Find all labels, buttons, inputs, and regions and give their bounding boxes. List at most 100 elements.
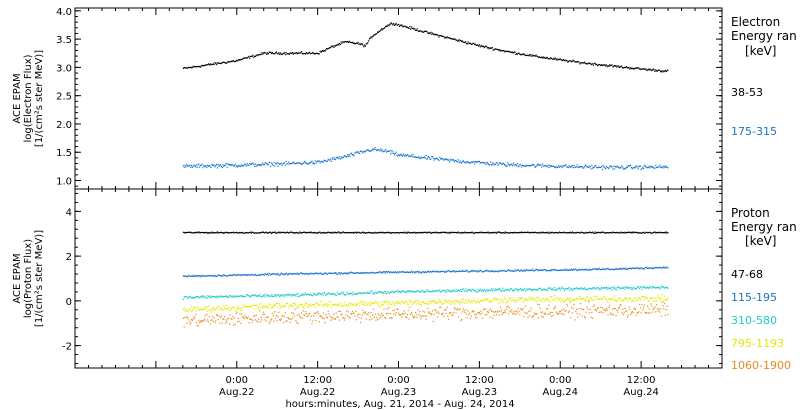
data-point — [598, 289, 600, 291]
data-point — [479, 231, 481, 233]
data-point — [498, 302, 500, 304]
data-point — [597, 166, 599, 168]
data-point — [353, 312, 355, 314]
data-point — [453, 307, 455, 309]
data-point — [258, 163, 260, 166]
data-point — [215, 232, 217, 234]
data-point — [219, 275, 221, 277]
data-point — [619, 65, 621, 68]
data-point — [389, 24, 391, 26]
data-point — [350, 271, 352, 273]
data-point — [530, 164, 532, 167]
data-point — [613, 300, 615, 302]
data-point — [528, 296, 531, 298]
data-point — [551, 311, 553, 314]
data-point — [198, 309, 200, 311]
data-point — [414, 156, 416, 158]
data-point — [371, 271, 373, 273]
data-point — [443, 270, 445, 272]
data-point — [220, 308, 222, 310]
data-point — [593, 268, 595, 270]
data-point — [210, 166, 212, 169]
data-point — [486, 232, 488, 234]
data-point — [215, 307, 218, 309]
data-point — [507, 232, 509, 234]
data-point — [190, 296, 192, 298]
data-point — [358, 272, 360, 274]
data-point — [293, 232, 295, 234]
data-point — [373, 293, 375, 295]
data-point — [596, 268, 599, 270]
data-point — [542, 269, 544, 271]
data-point — [420, 156, 422, 158]
data-point — [658, 69, 660, 71]
data-point — [288, 53, 290, 55]
data-point — [611, 289, 613, 291]
data-point — [457, 231, 460, 233]
data-point — [382, 270, 384, 273]
data-point — [211, 164, 214, 166]
data-point — [524, 290, 527, 292]
data-point — [202, 167, 204, 169]
data-point — [435, 33, 437, 36]
data-point — [599, 298, 601, 300]
data-point — [227, 61, 229, 63]
data-point — [414, 232, 417, 234]
data-point — [566, 303, 568, 305]
data-point — [228, 323, 231, 325]
data-point — [390, 303, 392, 305]
data-point — [191, 275, 193, 277]
data-point — [293, 302, 295, 304]
data-point — [588, 288, 590, 290]
data-point — [552, 299, 554, 301]
data-point — [210, 319, 212, 321]
data-point — [321, 317, 324, 320]
data-point — [349, 292, 351, 294]
data-point — [651, 232, 653, 234]
data-point — [502, 287, 504, 289]
data-point — [600, 269, 602, 271]
data-point — [576, 61, 578, 63]
data-point — [447, 315, 449, 317]
data-point — [462, 288, 464, 290]
data-point — [601, 307, 603, 309]
data-point — [454, 271, 456, 273]
data-point — [183, 231, 185, 233]
data-point — [431, 291, 433, 293]
data-point — [483, 298, 485, 301]
data-point — [354, 272, 356, 274]
data-point — [331, 293, 333, 295]
data-point — [545, 270, 548, 272]
data-point — [324, 322, 326, 324]
data-point — [456, 161, 458, 163]
data-point — [459, 40, 461, 42]
data-point — [307, 315, 309, 317]
data-point — [422, 231, 424, 234]
data-point — [325, 232, 327, 234]
data-point — [316, 52, 318, 55]
data-point — [525, 165, 527, 167]
data-point — [393, 313, 395, 315]
data-point — [431, 33, 433, 35]
data-point — [623, 232, 625, 234]
data-point — [656, 232, 658, 234]
data-point — [405, 232, 407, 234]
data-point — [654, 300, 656, 302]
data-point — [634, 67, 637, 69]
data-point — [437, 301, 439, 303]
data-point — [564, 288, 566, 290]
data-point — [435, 232, 437, 234]
data-point — [495, 232, 498, 234]
data-point — [414, 316, 416, 318]
data-point — [186, 276, 188, 278]
data-point — [542, 297, 544, 299]
data-point — [486, 290, 489, 292]
data-point — [495, 163, 497, 166]
data-point — [601, 298, 603, 300]
data-point — [328, 313, 330, 315]
data-point — [316, 161, 318, 163]
data-point — [638, 297, 640, 299]
data-point — [218, 274, 220, 276]
data-point — [626, 232, 628, 234]
data-point — [554, 231, 557, 234]
